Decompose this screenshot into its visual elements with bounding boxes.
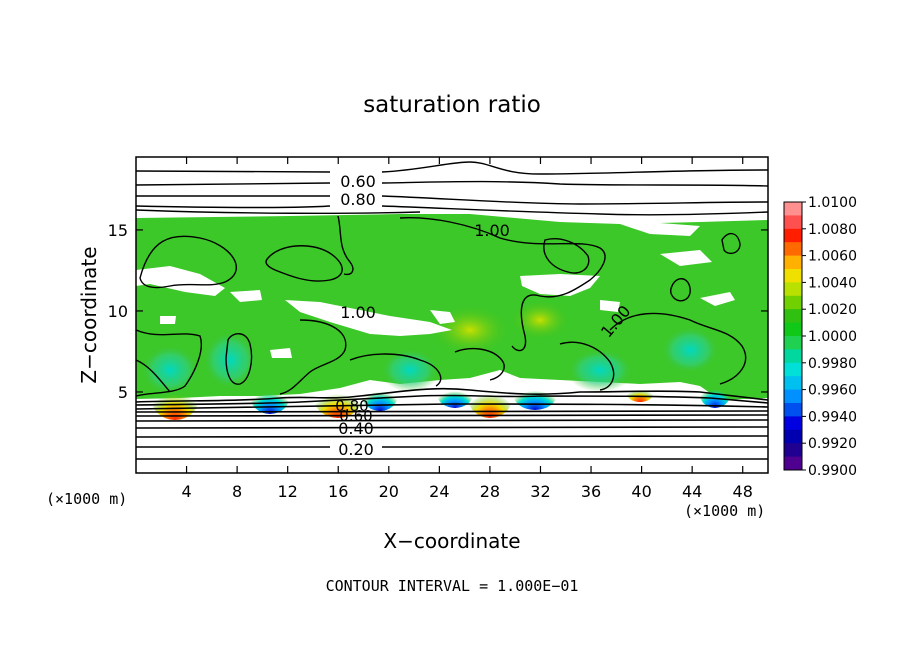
y-tick-label: 10 — [108, 302, 128, 321]
colorbar-swatch — [784, 242, 802, 257]
y-tick-label: 15 — [108, 221, 128, 240]
contours-saturated — [136, 215, 747, 397]
colorbar-swatch — [784, 295, 802, 310]
colorbar-tick-label: 0.9960 — [808, 383, 857, 399]
x-tick-label: 24 — [429, 482, 449, 501]
colorbar-swatch — [784, 269, 802, 283]
colorbar-swatch — [784, 362, 802, 377]
colorbar-swatch — [784, 202, 802, 216]
x-tick-label: 40 — [631, 482, 651, 501]
colorbar-tick-label: 1.0100 — [808, 195, 857, 211]
subsaturated-gaps — [136, 216, 735, 358]
x-tick-label: 20 — [379, 482, 399, 501]
colorbar-tick-label: 1.0020 — [808, 302, 857, 318]
colorbar-tick-label: 0.9900 — [808, 463, 857, 479]
contours-lower — [136, 387, 768, 460]
colorbar-swatch — [784, 429, 802, 444]
colorbar-swatch — [784, 322, 802, 337]
contour-label: 0.80 — [340, 190, 376, 209]
colorbar-swatch — [784, 416, 802, 431]
colorbar-tick-label: 1.0040 — [808, 275, 857, 291]
contour-label: 0.40 — [338, 419, 374, 438]
x-tick-label: 4 — [181, 482, 191, 501]
colorbar-tick-label: 1.0080 — [808, 222, 857, 238]
contour-label: 0.20 — [338, 440, 374, 459]
y-axis-title: Z−coordinate — [77, 246, 101, 383]
x-tick-label: 36 — [581, 482, 601, 501]
colorbar-swatch — [784, 228, 802, 243]
plot-frame — [135, 156, 769, 474]
contour-label: 0.60 — [340, 172, 376, 191]
colorbar: 1.0100 1.0080 1.0060 1.0040 1.0020 1.0000 0.99… — [783, 195, 857, 479]
x-unit-label: (×1000 m) — [684, 502, 765, 520]
colorbar-swatch — [784, 336, 802, 350]
colorbar-tick-label: 0.9940 — [808, 409, 857, 425]
plot-area: 0.60 0.80 1.00 1.00 1.00 0.80 0.60 0.40 … — [136, 157, 768, 473]
x-tick-label: 48 — [733, 482, 753, 501]
x-axis-title: X−coordinate — [383, 529, 520, 553]
colorbar-swatch — [784, 403, 802, 417]
x-tick-label: 28 — [480, 482, 500, 501]
x-tick-label: 12 — [278, 482, 298, 501]
contours-upper — [136, 161, 768, 216]
colorbar-swatch — [784, 255, 802, 270]
colorbar-tick-label: 1.0000 — [808, 329, 857, 345]
contour-interval-note: CONTOUR INTERVAL = 1.000E−01 — [326, 577, 579, 595]
colorbar-tick-label: 0.9920 — [808, 436, 857, 452]
colorbar-swatch — [784, 282, 802, 297]
colorbar-swatch — [784, 389, 802, 404]
x-axis: 4 8 12 16 20 24 28 32 36 40 44 48 — [181, 157, 753, 501]
colorbar-tick-label: 1.0060 — [808, 249, 857, 265]
chart-title: saturation ratio — [363, 92, 541, 118]
contour-labels: 0.60 0.80 1.00 1.00 1.00 0.80 0.60 0.40 … — [335, 172, 634, 459]
x-tick-label: 44 — [682, 482, 702, 501]
y-tick-label: 5 — [118, 383, 128, 402]
colorbar-swatch — [784, 443, 802, 458]
colorbar-swatch — [784, 456, 802, 471]
contour-label: 0.80 — [335, 397, 368, 415]
contour-label: 1.00 — [474, 221, 510, 240]
x-tick-label: 8 — [232, 482, 242, 501]
x-tick-label: 16 — [328, 482, 348, 501]
x-tick-label: 32 — [530, 482, 550, 501]
y-axis: 5 10 15 — [108, 221, 768, 402]
contour-label: 1.00 — [340, 303, 376, 322]
colorbar-swatch — [784, 215, 802, 230]
contour-label: 0.60 — [339, 407, 372, 425]
colorbar-swatch — [784, 309, 802, 324]
colorbar-tick-label: 0.9980 — [808, 356, 857, 372]
colorbar-swatch — [784, 349, 802, 364]
y-unit-label: (×1000 m) — [46, 490, 127, 508]
colorbar-swatch — [784, 376, 802, 391]
